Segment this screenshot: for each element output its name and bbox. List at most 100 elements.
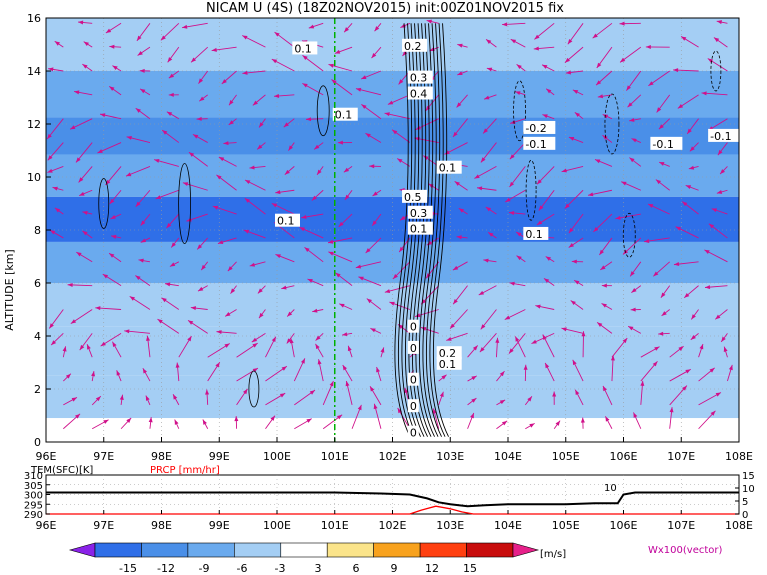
right-tick-label: 5 (742, 497, 748, 508)
wind-vector-head (95, 306, 101, 311)
wind-vector-head (74, 90, 80, 95)
wind-vector-head (402, 50, 408, 56)
wind-vector-head (531, 339, 537, 344)
wind-vector-head (259, 122, 264, 128)
wind-vector-head (109, 253, 115, 258)
wind-vector-head (47, 168, 53, 173)
colorbar-cell (141, 542, 189, 558)
wind-vector-head (720, 169, 726, 175)
left-tick-label: 300 (24, 491, 43, 502)
contour-label: 0.2 (404, 40, 422, 53)
wind-vector-head (535, 304, 541, 309)
contour-label: 0 (410, 400, 417, 413)
surface-temperature-line (46, 491, 739, 508)
colorbar-tick-label: -9 (199, 562, 210, 575)
wind-vector-head (230, 288, 236, 294)
contour-label: 0.4 (410, 88, 428, 101)
wind-vector-head (83, 41, 89, 47)
wind-vector-head (645, 44, 651, 49)
wind-vector-head (258, 312, 264, 319)
contour-label-bg (708, 128, 741, 142)
contour-label-bg (407, 399, 419, 413)
x-tick-label: 96E (36, 450, 57, 463)
wind-vector-head (218, 157, 225, 162)
contour-ellipse (710, 50, 722, 92)
wind-vector-head (605, 416, 610, 422)
wind-vector-head (555, 420, 561, 426)
wind-vector-head (610, 355, 615, 361)
wind-vector-head (688, 165, 695, 170)
wind-vector-head (251, 337, 258, 343)
surface-timeseries-panel: TEM(SFC)[K] PRCP [mm/hr] 10 310305300295… (24, 465, 755, 532)
contour-line (422, 23, 439, 437)
colorbar-tick-label: -6 (237, 562, 248, 575)
left-tick-label: 290 (24, 510, 43, 521)
wind-vector-head (615, 215, 621, 220)
wind-vector-head (228, 100, 234, 106)
contour-line (418, 23, 435, 437)
contour-label: 0.1 (410, 223, 428, 236)
wind-vector-head (565, 70, 572, 75)
x-tick-label: 103E (436, 450, 464, 463)
wind-vector-head (270, 415, 275, 421)
wind-vector-head (572, 89, 579, 94)
wind-vector-head (458, 208, 465, 213)
wind-vector-head (301, 214, 307, 219)
wind-vector-head (300, 358, 305, 364)
wind-vector-head (190, 306, 197, 311)
contour-label: -0.1 (652, 138, 673, 151)
wind-vector-head (658, 331, 664, 336)
wind-vector-head (119, 394, 124, 400)
wind-vector-head (477, 186, 483, 191)
wind-vector-head (216, 174, 222, 180)
x-tick-label: 106E (610, 450, 638, 463)
x-tick-label: 99E (209, 450, 230, 463)
left-tick-label: 310 (24, 471, 43, 482)
wind-vector-head (387, 100, 394, 105)
wind-vector-head (660, 292, 666, 298)
wind-vector-head (212, 205, 219, 210)
wind-vector-head (619, 21, 625, 26)
wind-vector-head (675, 226, 681, 231)
wind-vector-head (338, 221, 344, 227)
wind-vector-head (286, 338, 292, 344)
wind-vector-head (677, 104, 684, 109)
wind-vector-head (100, 341, 106, 347)
colorbar-tick-label: 12 (425, 562, 439, 575)
wind-vector-head (711, 208, 718, 213)
x-tick-label: 104E (494, 450, 522, 463)
wind-vector-head (717, 149, 723, 156)
wind-vector-head (684, 293, 690, 298)
wind-vector-head (361, 75, 367, 79)
wind-vector-head (283, 122, 289, 128)
contour-label-bg (650, 136, 683, 150)
wind-vector-head (691, 314, 696, 320)
wind-vector-head (317, 169, 322, 175)
y-tick-label: 14 (27, 65, 41, 78)
wind-vector-head (139, 68, 145, 73)
wind-vector-head (501, 420, 508, 426)
wind-vector-head (308, 24, 315, 29)
tem-annotation: 10 (604, 483, 617, 494)
wind-vector-head (129, 296, 136, 301)
contour-line (432, 23, 449, 437)
wind-vector-head (227, 266, 233, 272)
wind-vector-head (336, 414, 343, 420)
wind-vector-head (307, 279, 313, 283)
wind-vector-head (673, 68, 679, 73)
wind-vector-head (347, 345, 352, 352)
wind-vector-head (441, 374, 447, 380)
wind-vector-head (483, 128, 488, 134)
wind-vector-head (355, 264, 362, 269)
wind-vector-head (370, 386, 375, 392)
wind-vector-head (309, 390, 315, 395)
colorbar-cell (373, 542, 421, 558)
wind-vector-head (274, 32, 280, 37)
colorbar-cell (94, 542, 142, 558)
colorbar-tick-label: 3 (315, 562, 322, 575)
contour-label: 0.1 (439, 358, 457, 371)
wind-vector-head (575, 389, 580, 396)
y-tick-label: 16 (27, 12, 41, 25)
wind-vector-head (523, 364, 528, 370)
wind-vector-head (426, 273, 431, 279)
